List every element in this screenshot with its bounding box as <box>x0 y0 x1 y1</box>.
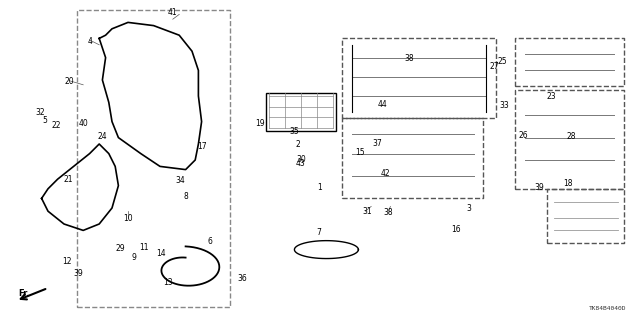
Text: 24: 24 <box>97 132 108 141</box>
Text: 9: 9 <box>132 253 137 262</box>
Text: 30: 30 <box>296 155 306 164</box>
Text: 14: 14 <box>156 249 166 258</box>
Text: 38: 38 <box>383 208 394 217</box>
Text: 8: 8 <box>183 192 188 201</box>
Text: 5: 5 <box>42 116 47 124</box>
Text: 39: 39 <box>534 183 544 192</box>
Text: 36: 36 <box>237 274 247 283</box>
Text: 25: 25 <box>497 57 508 66</box>
Text: 11: 11 <box>140 243 148 252</box>
Text: 3: 3 <box>466 204 471 213</box>
Text: 20: 20 <box>64 77 74 86</box>
Text: 18: 18 <box>563 179 572 188</box>
Text: 29: 29 <box>115 244 125 253</box>
Text: 22: 22 <box>52 121 61 130</box>
Text: 41: 41 <box>168 8 178 17</box>
Text: 4: 4 <box>87 37 92 46</box>
Text: 43: 43 <box>295 159 305 168</box>
Text: 12: 12 <box>63 257 72 266</box>
Text: 2: 2 <box>295 140 300 149</box>
Text: 37: 37 <box>372 139 383 148</box>
Text: 27: 27 <box>489 62 499 71</box>
Text: 32: 32 <box>35 108 45 117</box>
Text: 13: 13 <box>163 278 173 287</box>
Text: 28: 28 <box>567 132 576 141</box>
Text: 16: 16 <box>451 225 461 234</box>
Text: 21: 21 <box>64 175 73 184</box>
Text: 34: 34 <box>175 176 186 185</box>
Text: 1: 1 <box>317 183 322 192</box>
Text: Fr.: Fr. <box>19 289 30 298</box>
Text: 23: 23 <box>547 92 557 101</box>
Text: 10: 10 <box>123 214 133 223</box>
Text: 33: 33 <box>499 101 509 110</box>
Bar <box>266 93 336 131</box>
Text: 15: 15 <box>355 148 365 157</box>
Text: TK84B4040D: TK84B4040D <box>588 306 626 311</box>
Text: 35: 35 <box>289 127 300 136</box>
Text: 42: 42 <box>381 169 391 178</box>
Text: 39: 39 <box>73 269 83 278</box>
Text: 6: 6 <box>207 237 212 246</box>
Text: 17: 17 <box>196 142 207 151</box>
Text: 38: 38 <box>404 54 415 63</box>
Text: 19: 19 <box>255 119 266 128</box>
Text: 44: 44 <box>377 100 387 109</box>
Text: 7: 7 <box>316 228 321 237</box>
Text: 26: 26 <box>518 131 529 140</box>
Text: 40: 40 <box>78 119 88 128</box>
Text: 31: 31 <box>362 207 372 216</box>
